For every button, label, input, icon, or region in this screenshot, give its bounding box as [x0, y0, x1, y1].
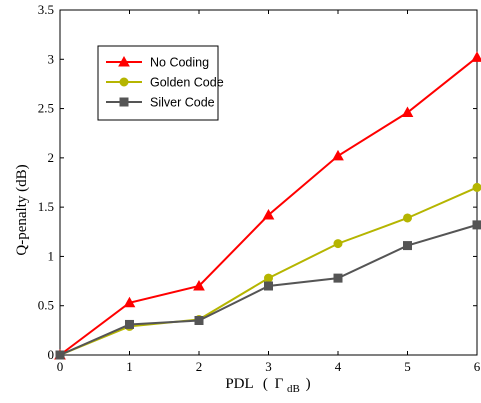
- legend-swatch-marker-no-coding: [118, 55, 130, 67]
- data-point-no-coding: [123, 296, 136, 308]
- data-point-silver-code: [403, 241, 412, 251]
- legend-label-golden-code: Golden Code: [150, 76, 224, 90]
- y-axis-label: Q-penalty (dB): [14, 164, 30, 255]
- data-point-no-coding: [193, 279, 205, 291]
- data-point-golden-code: [403, 213, 412, 223]
- tick-labels: 0 1 2 3 4 5 6 0 0.5 1 1.5 2 2.5 3 3.5: [38, 2, 481, 374]
- y-tick-label: 0.5: [38, 298, 54, 313]
- data-point-silver-code: [264, 281, 273, 291]
- data-point-no-coding: [471, 51, 481, 62]
- data-point-silver-code: [472, 220, 481, 230]
- data-point-golden-code: [264, 273, 273, 283]
- legend-swatch-marker-silver-code: [119, 97, 129, 107]
- x-axis-label-open: (: [263, 376, 268, 392]
- data-point-silver-code: [194, 316, 204, 325]
- x-tick-label: 1: [126, 359, 133, 374]
- data-point-silver-code: [333, 273, 343, 283]
- data-point-golden-code: [333, 239, 343, 249]
- x-axis-label: PDL ( Γ dB ): [225, 376, 310, 396]
- x-tick-label: 2: [196, 359, 203, 374]
- x-axis-label-close: ): [306, 376, 311, 392]
- y-tick-label: 3: [48, 51, 55, 66]
- y-tick-label: 3.5: [38, 2, 54, 17]
- x-tick-label: 4: [335, 359, 342, 374]
- plot-frame: [59, 9, 478, 356]
- x-axis-label-subscript: dB: [287, 383, 300, 395]
- x-tick-label: 3: [265, 359, 272, 374]
- x-axis-label-gamma: Γ: [275, 376, 284, 392]
- data-point-golden-code: [472, 182, 481, 192]
- legend-label-no-coding: No Coding: [150, 56, 209, 70]
- y-tick-label: 2: [48, 150, 55, 165]
- x-tick-label: 5: [404, 359, 411, 374]
- legend: No Coding Golden Code Silver Code: [97, 45, 224, 121]
- series-layer: [54, 51, 481, 360]
- data-point-no-coding: [262, 208, 275, 220]
- y-tick-label: 0: [48, 347, 55, 362]
- x-tick-label: 6: [474, 359, 481, 374]
- legend-swatch-marker-golden-code: [119, 77, 129, 87]
- data-point-no-coding: [332, 149, 344, 161]
- y-tick-label: 2.5: [38, 101, 54, 116]
- x-tick-label: 0: [57, 359, 64, 374]
- data-point-silver-code: [125, 319, 134, 329]
- x-axis-label-prefix: PDL: [225, 376, 253, 392]
- legend-label-silver-code: Silver Code: [150, 96, 215, 110]
- data-point-no-coding: [401, 106, 414, 118]
- y-tick-label: 1: [48, 248, 55, 263]
- data-point-silver-code: [55, 350, 65, 360]
- y-tick-label: 1.5: [38, 199, 54, 214]
